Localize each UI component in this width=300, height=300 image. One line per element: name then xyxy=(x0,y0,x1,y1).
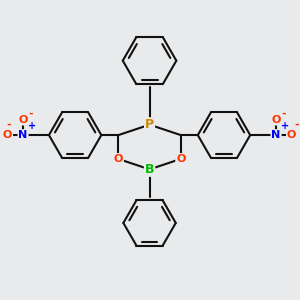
Text: B: B xyxy=(145,163,154,176)
Text: O: O xyxy=(114,154,123,164)
Text: O: O xyxy=(287,130,296,140)
Text: +: + xyxy=(281,121,289,131)
Text: P: P xyxy=(145,118,154,131)
Text: N: N xyxy=(272,130,281,140)
Text: O: O xyxy=(18,115,28,124)
Text: -: - xyxy=(28,109,33,119)
Text: -: - xyxy=(295,120,299,130)
Text: O: O xyxy=(272,115,281,124)
Text: +: + xyxy=(28,121,36,131)
Text: O: O xyxy=(176,154,185,164)
Text: -: - xyxy=(6,120,11,130)
Text: -: - xyxy=(281,109,286,119)
Text: N: N xyxy=(18,130,28,140)
Text: O: O xyxy=(3,130,12,140)
